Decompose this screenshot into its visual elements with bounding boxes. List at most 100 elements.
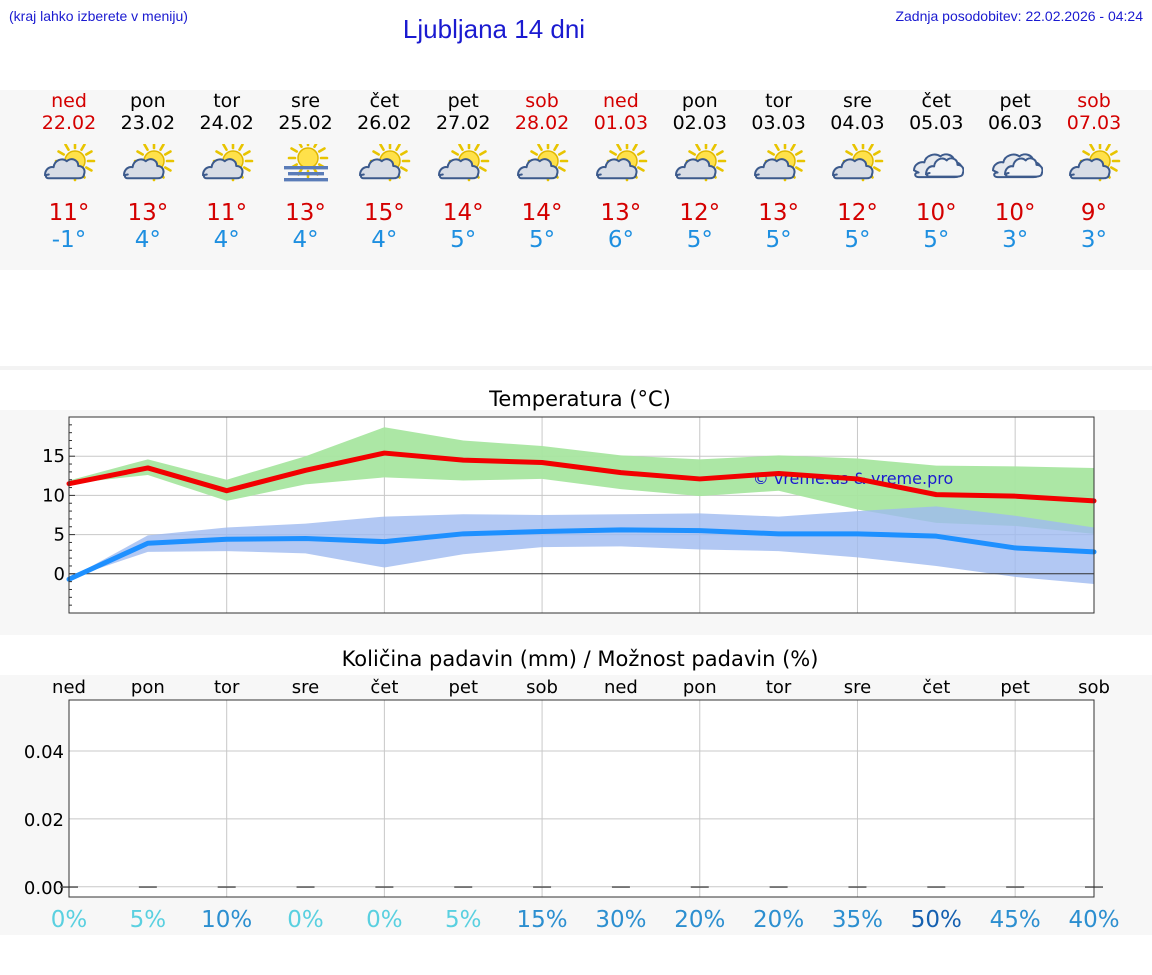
min-temperature: 5° — [450, 227, 477, 253]
sun-ray — [395, 144, 402, 152]
min-temperature: 5° — [923, 227, 950, 253]
cloudy-icon — [992, 153, 1044, 179]
sun-ray — [715, 150, 724, 156]
precipitation-probability: 0% — [366, 907, 403, 933]
cloud-shape — [674, 158, 717, 180]
day-column: ned 22.02 11° -1° — [29, 90, 109, 254]
max-temperature: 12° — [837, 200, 878, 226]
day-name: čet — [921, 90, 952, 112]
sun-ray — [852, 144, 859, 152]
sun-ray — [379, 144, 386, 152]
max-temperature: 13° — [758, 200, 799, 226]
sun-ray — [242, 150, 251, 156]
precipitation-probability: 45% — [990, 907, 1041, 933]
precipitation-bar — [927, 886, 946, 888]
precipitation-bar — [375, 886, 394, 888]
day-column: čet 05.03 10° 5° — [896, 90, 976, 254]
day-column: pet 06.03 10° 3° — [975, 90, 1055, 254]
precipitation-probability: 50% — [911, 907, 962, 933]
sun-ray — [136, 150, 144, 156]
sun-ray — [558, 150, 566, 156]
sun-ray — [1105, 144, 1111, 152]
sun-ray — [609, 150, 617, 156]
max-temperature: 15° — [363, 200, 405, 226]
sun-ray — [632, 144, 638, 152]
day-name: sre — [842, 90, 872, 112]
day-column: pon 02.03 12° 5° — [660, 90, 740, 254]
precipitation-probability: 0% — [287, 907, 324, 933]
sun-ray — [317, 147, 326, 153]
day-date: 27.02 — [436, 112, 491, 134]
precipitation-bar — [1006, 886, 1025, 888]
min-temp-range-band — [69, 506, 1094, 584]
day-column: tor 03.03 13° 5° — [739, 90, 819, 254]
day-column: sob 28.02 14° 5° — [502, 90, 582, 254]
day-date: 26.02 — [357, 112, 412, 134]
day-date: 22.02 — [41, 112, 97, 134]
max-temp-range-band — [69, 427, 1094, 534]
fog-line — [283, 178, 328, 182]
x-category-label: ned — [52, 677, 86, 698]
day-name: tor — [213, 90, 241, 112]
sun-ray — [57, 150, 66, 156]
partly-cloudy-sun-icon — [595, 144, 648, 182]
day-name: sob — [1077, 90, 1111, 112]
divider — [0, 366, 1152, 370]
x-category-label: sob — [1078, 677, 1110, 698]
sun-ray — [694, 144, 701, 152]
day-name: pet — [999, 90, 1031, 112]
precipitation-probability: 15% — [517, 907, 568, 933]
day-name: ned — [51, 90, 87, 112]
sun-ray — [80, 144, 86, 152]
max-temperature: 13° — [285, 200, 326, 226]
day-date: 23.02 — [120, 112, 176, 134]
sun-ray — [1089, 144, 1095, 152]
precipitation-bar — [848, 886, 867, 888]
x-category-label: ned — [604, 677, 638, 698]
sun-ray — [1082, 150, 1091, 156]
precipitation-frame — [68, 699, 1095, 898]
cloudy-icon — [913, 153, 965, 179]
sun-ray — [553, 144, 559, 152]
temperature-chart-title: Temperatura (°C) — [489, 387, 671, 411]
daily-forecast-strip: ned 22.02 11° -1° pon 23.02 13° 4° tor 24.02 11° 4°… — [0, 90, 1152, 270]
day-column: ned 01.03 13° 6° — [581, 90, 661, 254]
max-temperature: 14° — [442, 200, 484, 226]
precipitation-bar — [690, 886, 709, 888]
x-category-label: tor — [214, 677, 240, 698]
precipitation-probability: 20% — [753, 907, 804, 933]
sun-ray — [789, 144, 796, 152]
sun-ray — [688, 150, 696, 156]
day-column: čet 26.02 15° 4° — [344, 90, 424, 254]
sun-ray — [289, 147, 298, 153]
max-temperature: 13° — [127, 200, 169, 226]
precipitation-probability: 40% — [1068, 907, 1119, 933]
day-name: pon — [681, 90, 718, 112]
min-temperature: 3° — [1080, 227, 1108, 253]
precipitation-bar — [217, 886, 236, 888]
last-update: Zadnja posodobitev: 22.02.2026 - 04:24 — [895, 8, 1143, 24]
max-temperature: 10° — [915, 200, 957, 226]
sun-ray — [794, 166, 803, 172]
sun-ray — [845, 150, 854, 156]
max-temperature: 11° — [48, 200, 90, 226]
max-temperature: 13° — [600, 200, 642, 226]
precipitation-bar — [454, 886, 473, 888]
day-name: pet — [447, 90, 479, 112]
min-temperature: 6° — [607, 227, 634, 253]
day-date: 05.03 — [909, 112, 964, 134]
x-category-label: pet — [1000, 677, 1030, 698]
x-category-label: pon — [683, 677, 717, 698]
partly-cloudy-sun-icon — [832, 144, 884, 182]
sun-ray — [458, 144, 465, 152]
sun-ray — [766, 150, 775, 156]
max-temperature: 10° — [994, 200, 1036, 226]
x-category-label: tor — [766, 677, 792, 698]
min-temperature: 5° — [844, 227, 871, 253]
y-tick-label: 5 — [54, 525, 65, 546]
day-name: sob — [525, 90, 559, 112]
day-date: 03.03 — [751, 112, 806, 134]
partly-cloudy-sun-icon — [517, 144, 569, 182]
